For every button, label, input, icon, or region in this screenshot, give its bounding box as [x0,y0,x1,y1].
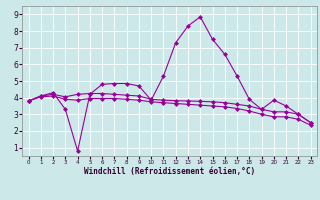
X-axis label: Windchill (Refroidissement éolien,°C): Windchill (Refroidissement éolien,°C) [84,167,255,176]
